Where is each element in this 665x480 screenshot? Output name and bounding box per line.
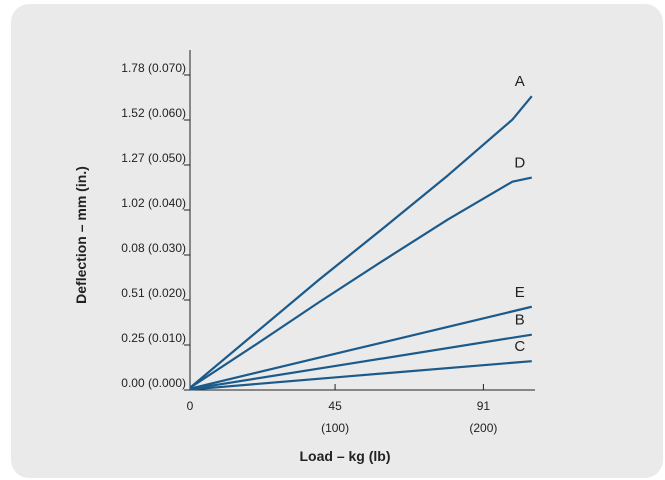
series-label-d: D — [514, 155, 525, 172]
x-tick-label: 0 — [187, 399, 194, 413]
y-tick-label: 0.00 (0.000) — [121, 376, 186, 390]
y-tick-label: 0.08 (0.030) — [121, 241, 186, 255]
y-tick-label: 0.25 (0.010) — [121, 331, 186, 345]
x-axis-title: Load – kg (lb) — [300, 448, 391, 464]
y-tick-label: 0.51 (0.020) — [121, 286, 186, 300]
series-group: A D EBC — [189, 73, 533, 391]
x-tick-sublabel: (100) — [321, 421, 349, 435]
x-tick-sublabel: (200) — [469, 421, 497, 435]
x-ticks: 0 45 (100) 91 (200) — [187, 384, 497, 435]
series-label-a: A — [515, 73, 525, 90]
y-tick-label: 1.78 (0.070) — [121, 61, 186, 75]
series-line-d — [189, 176, 533, 389]
axes — [189, 50, 535, 391]
y-axis-title: Deflection – mm (in.) — [73, 166, 89, 304]
series-line-e — [189, 305, 533, 390]
x-tick-label: 45 — [328, 399, 342, 413]
chart-panel — [11, 4, 663, 478]
y-ticks: 0.00 (0.000) 0.25 (0.010) 0.51 (0.020) 0.08… — [121, 61, 190, 391]
series-line-b — [189, 333, 532, 391]
series-label-b: B — [515, 312, 525, 329]
series-line-c — [189, 360, 532, 391]
y-tick-label: 1.27 (0.050) — [121, 151, 186, 165]
series-line-a — [189, 95, 533, 389]
series-label-e: E — [515, 284, 525, 301]
y-tick-label: 1.52 (0.060) — [121, 106, 186, 120]
series-label-c: C — [514, 338, 525, 355]
y-tick-label: 1.02 (0.040) — [121, 196, 186, 210]
x-tick-label: 91 — [477, 399, 491, 413]
